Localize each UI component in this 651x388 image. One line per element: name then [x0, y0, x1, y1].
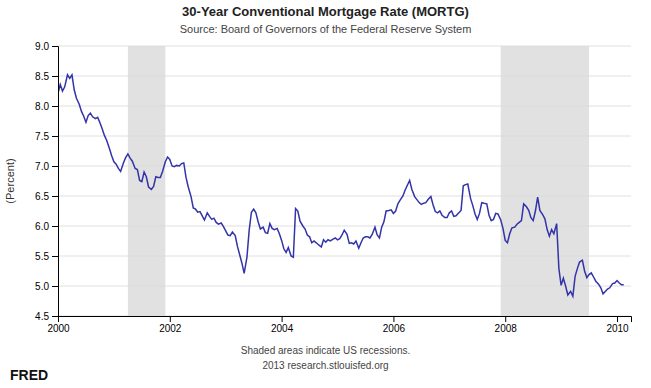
tick-label: 2010	[606, 323, 629, 334]
tick: 2004	[271, 316, 294, 334]
line	[58, 75, 624, 296]
tick-mark	[52, 226, 58, 227]
tick-mark	[52, 46, 58, 47]
tick-label: 5.0	[35, 281, 49, 292]
annotation: Shaded areas indicate US recessions.	[241, 345, 411, 356]
tick-label: 8.0	[35, 101, 49, 112]
annotation: FRED	[10, 367, 48, 383]
title: 30-Year Conventional Mortgage Rate (MORT…	[182, 4, 469, 19]
tick-mark	[52, 196, 58, 197]
tick: 2010	[606, 316, 629, 334]
tick: 5.5	[35, 251, 58, 262]
tick-label: 7.5	[35, 131, 49, 142]
tick-mark	[52, 76, 58, 77]
annotation: 2013 research.stlouisfed.org	[262, 360, 388, 371]
tick-mark	[170, 316, 171, 322]
tick-mark	[393, 316, 394, 322]
tick: 6.5	[35, 191, 58, 202]
tick: 2000	[47, 316, 70, 334]
tick-label: 2006	[383, 323, 406, 334]
tick: 2008	[495, 316, 518, 334]
tick-label: 2008	[495, 323, 518, 334]
tick: 4.5	[35, 311, 58, 322]
y-axis: 4.5 5.0 5.5 6.0 6.5 7.0 7.5 8.0 8.5 9.0	[35, 41, 58, 322]
plot-area: 2000 2002 2004 2006 2008 2010 4.5 5.0 5.5 6.0 6.5 7…	[35, 41, 631, 334]
tick: 6.0	[35, 221, 58, 232]
tick-mark	[52, 256, 58, 257]
tick-label: 6.5	[35, 191, 49, 202]
axis-line	[52, 47, 59, 317]
tick: 5.0	[35, 281, 58, 292]
tick-label: 2002	[159, 323, 182, 334]
tick: 8.5	[35, 71, 58, 82]
tick-mark	[52, 166, 58, 167]
grid	[58, 46, 631, 316]
subtitle: Source: Board of Governors of the Federa…	[180, 23, 472, 35]
tick-label: 7.0	[35, 161, 49, 172]
tick-mark	[282, 316, 283, 322]
tick-mark	[52, 106, 58, 107]
tick-label: 6.0	[35, 221, 49, 232]
tick-label: 9.0	[35, 41, 49, 52]
tick-mark	[52, 316, 58, 317]
x-axis: 2000 2002 2004 2006 2008 2010	[47, 316, 631, 334]
tick-mark	[617, 316, 618, 322]
tick-label: 2000	[47, 323, 70, 334]
tick: 2002	[159, 316, 182, 334]
marks	[58, 46, 624, 316]
tick: 9.0	[35, 41, 58, 52]
tick-label: 8.5	[35, 71, 49, 82]
tick-label: 2004	[271, 323, 294, 334]
axis-line	[59, 317, 632, 323]
tick-mark	[52, 136, 58, 137]
tick: 7.5	[35, 131, 58, 142]
tick: 8.0	[35, 101, 58, 112]
y-axis-label: (Percent)	[4, 158, 16, 203]
tick-mark	[52, 286, 58, 287]
tick-mark	[505, 316, 506, 322]
tick: 2006	[383, 316, 406, 334]
tick-label: 5.5	[35, 251, 49, 262]
tick: 7.0	[35, 161, 58, 172]
tick-label: 4.5	[35, 311, 49, 322]
chart: 2000 2002 2004 2006 2008 2010 4.5 5.0 5.5 6.0 6.5 7…	[0, 0, 651, 388]
